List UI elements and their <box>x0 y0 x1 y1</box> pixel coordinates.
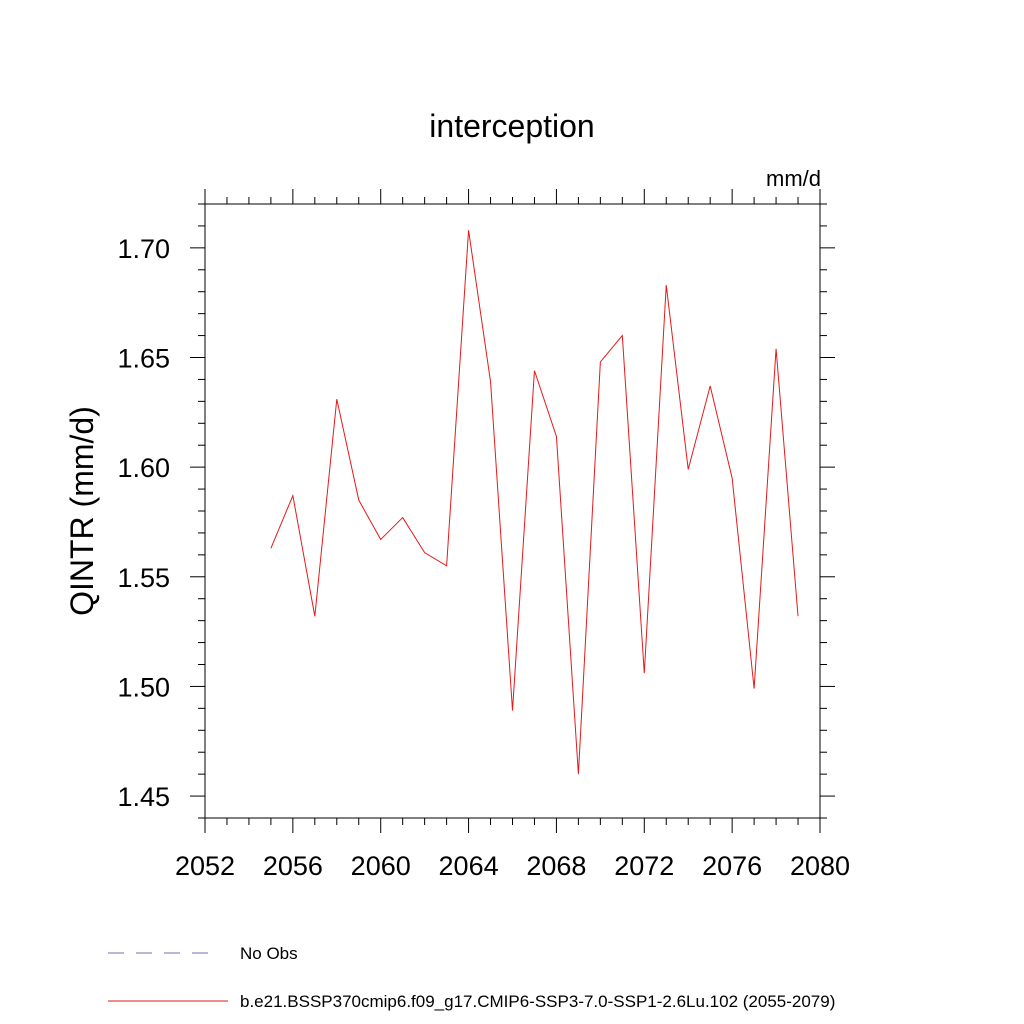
units-label: mm/d <box>766 166 821 191</box>
y-axis-label: QINTR (mm/d) <box>64 406 100 616</box>
y-tick-label: 1.55 <box>117 563 170 593</box>
x-tick-label: 2060 <box>351 851 411 881</box>
x-tick-label: 2064 <box>439 851 499 881</box>
y-tick-label: 1.65 <box>117 344 170 374</box>
x-tick-label: 2052 <box>175 851 235 881</box>
plot-frame <box>204 203 821 819</box>
y-tick-labels: 1.45 1.50 1.55 1.60 1.65 1.70 <box>117 234 170 812</box>
legend: No Obs b.e21.BSSP370cmip6.f09_g17.CMIP6-… <box>108 944 835 1011</box>
series-line <box>270 230 799 775</box>
data-points <box>270 229 800 775</box>
y-tick-label: 1.60 <box>117 453 170 483</box>
y-tick-label: 1.70 <box>117 234 170 264</box>
x-tick-label: 2076 <box>702 851 762 881</box>
x-tick-label: 2068 <box>526 851 586 881</box>
x-tick-label: 2072 <box>614 851 674 881</box>
legend-label-no-obs: No Obs <box>240 944 298 963</box>
y-tick-label: 1.50 <box>117 672 170 702</box>
chart-title: interception <box>429 108 594 144</box>
x-tick-labels: 2052 2056 2060 2064 2068 2072 2076 2080 <box>175 851 850 881</box>
x-tick-label: 2080 <box>790 851 850 881</box>
axis-ticks <box>190 189 835 833</box>
legend-label-series: b.e21.BSSP370cmip6.f09_g17.CMIP6-SSP3-7.… <box>240 992 835 1011</box>
y-tick-label: 1.45 <box>117 782 170 812</box>
x-tick-label: 2056 <box>263 851 323 881</box>
